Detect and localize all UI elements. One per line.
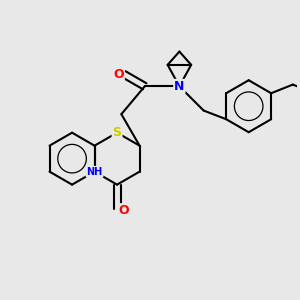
Text: N: N <box>174 80 184 93</box>
Text: NH: NH <box>86 167 103 177</box>
Text: O: O <box>113 68 124 81</box>
Text: O: O <box>119 204 129 217</box>
Text: S: S <box>112 126 122 139</box>
